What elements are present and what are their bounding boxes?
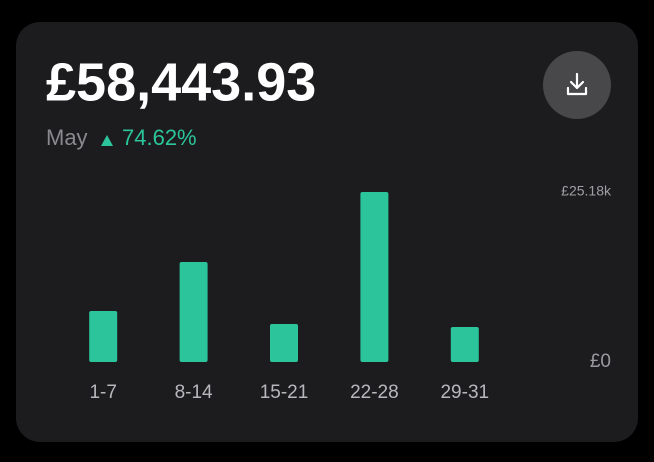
x-tick-label: 15-21 [260, 382, 309, 403]
bar [270, 323, 298, 362]
download-icon[interactable] [566, 72, 588, 96]
up-arrow-icon [101, 135, 113, 146]
y-tick-label: £25.18k [561, 183, 612, 199]
period-label: May [46, 125, 88, 150]
download-button[interactable] [543, 51, 611, 119]
change-percent: 74.62% [122, 125, 197, 150]
x-tick-label: 1-7 [89, 382, 116, 403]
bar [179, 262, 208, 362]
bar [450, 327, 479, 362]
bar [360, 192, 389, 362]
x-tick-label: 8-14 [175, 382, 213, 403]
y-tick-label: £0 [590, 351, 611, 372]
x-tick-label: 29-31 [440, 382, 489, 403]
bar [89, 311, 118, 362]
x-tick-label: 22-28 [350, 382, 399, 403]
balance-amount: £58,443.93 [46, 52, 316, 112]
card [16, 22, 638, 442]
